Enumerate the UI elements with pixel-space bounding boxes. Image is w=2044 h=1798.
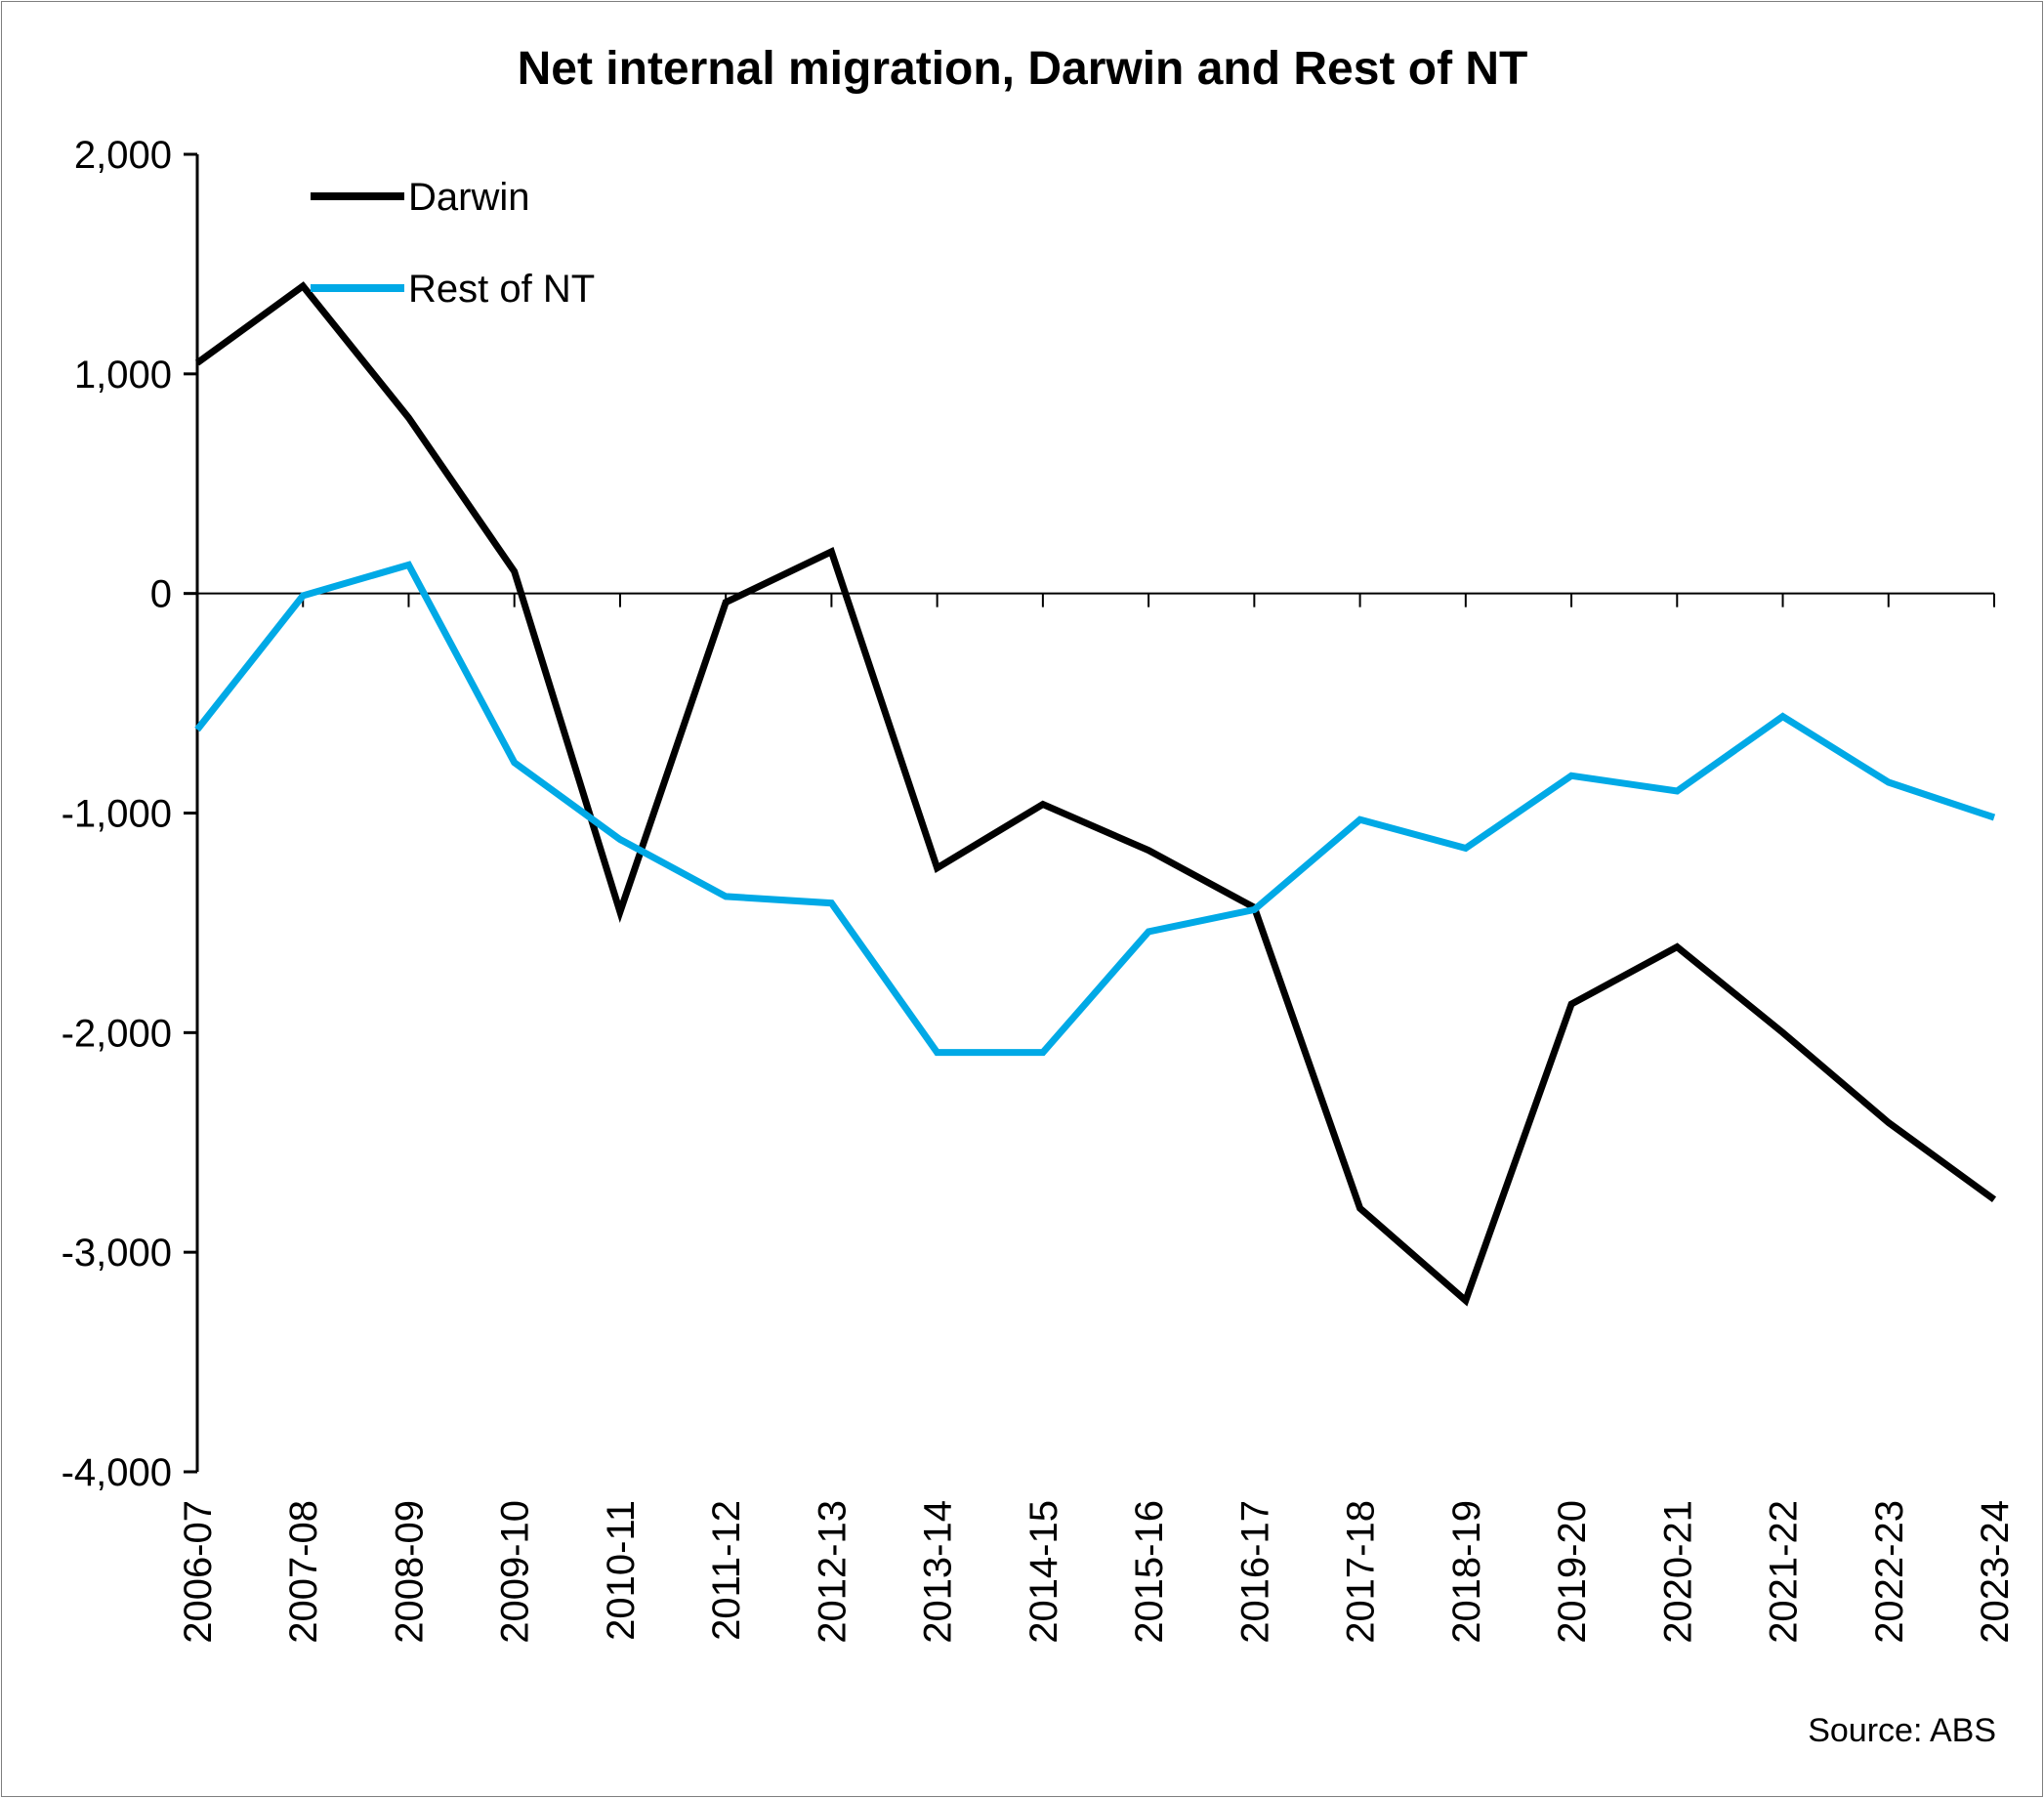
x-tick-label: 2011-12 xyxy=(705,1500,748,1641)
x-tick-label: 2016-17 xyxy=(1233,1500,1276,1644)
x-tick-label: 2023-24 xyxy=(1974,1500,2017,1644)
x-tick-label: 2015-16 xyxy=(1128,1500,1171,1644)
chart-title: Net internal migration, Darwin and Rest … xyxy=(518,43,1528,95)
x-tick-label: 2007-08 xyxy=(282,1500,325,1644)
x-tick-label: 2020-21 xyxy=(1656,1500,1699,1644)
x-tick-label: 2008-09 xyxy=(388,1500,431,1644)
x-tick-label: 2014-15 xyxy=(1022,1500,1065,1644)
x-tick-label: 2009-10 xyxy=(494,1500,537,1644)
x-tick-label: 2022-23 xyxy=(1868,1500,1911,1644)
y-tick-label: 2,000 xyxy=(74,134,172,177)
axes: 2,000 1,000 0 -1,000 -2,000 -3,000 -4,0002006-… xyxy=(62,134,2017,1644)
y-tick-label: -1,000 xyxy=(62,793,172,836)
series-line-1 xyxy=(194,561,1996,1057)
source-note: Source: ABS xyxy=(1808,1712,1996,1749)
legend-label-0: Darwin xyxy=(408,176,529,219)
y-tick-label: -4,000 xyxy=(62,1451,172,1494)
y-tick-label: 1,000 xyxy=(74,354,172,397)
x-tick-label: 2012-13 xyxy=(811,1500,854,1644)
x-tick-label: 2017-18 xyxy=(1340,1500,1383,1644)
x-tick-label: 2013-14 xyxy=(917,1500,960,1644)
y-tick-label: 0 xyxy=(150,573,172,616)
legend-label-1: Rest of NT xyxy=(408,268,595,311)
x-tick-label: 2019-20 xyxy=(1551,1500,1594,1644)
legend: Darwin Rest of NT xyxy=(311,176,595,311)
x-tick-label: 2018-19 xyxy=(1445,1500,1488,1644)
y-tick-label: -3,000 xyxy=(62,1232,172,1275)
series-layer xyxy=(194,281,1997,1307)
x-tick-label: 2006-07 xyxy=(177,1500,220,1644)
series-line-0 xyxy=(194,281,1997,1307)
x-tick-label: 2021-22 xyxy=(1763,1500,1806,1644)
x-tick-label: 2010-11 xyxy=(600,1500,643,1641)
y-tick-label: -2,000 xyxy=(62,1012,172,1055)
